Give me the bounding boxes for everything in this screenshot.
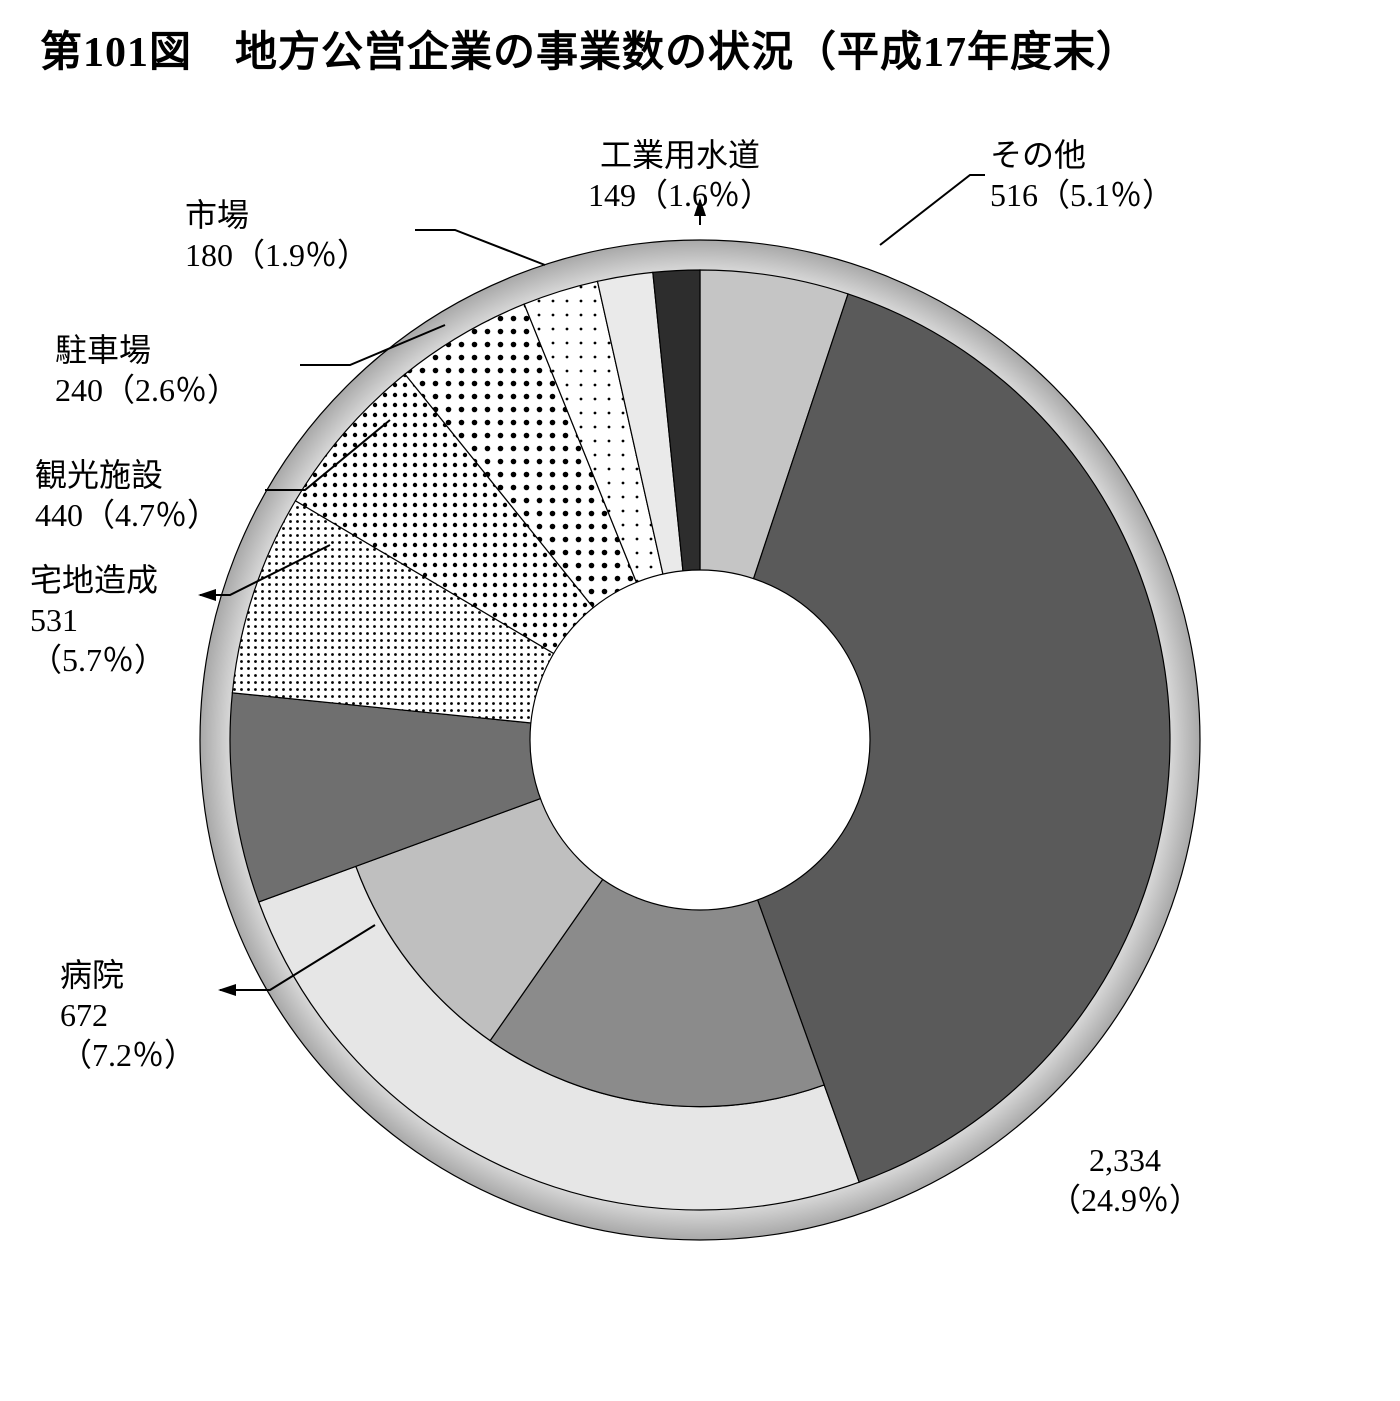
center-hole: [530, 570, 870, 910]
leader-sonota: [880, 175, 985, 245]
leader-ichiba: [415, 230, 545, 265]
pie-chart: [0, 0, 1400, 1401]
